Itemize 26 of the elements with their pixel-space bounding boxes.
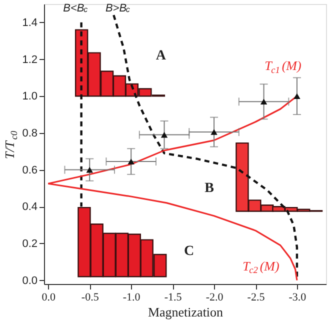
point [210,129,218,135]
y-tick-label: 0.0 [22,274,38,287]
point [128,158,134,164]
x-tick-label: -2.5 [247,292,266,304]
x-tick-label: -0.5 [81,292,100,304]
annotation: C [184,244,194,259]
point [86,166,93,173]
annotation: A [156,48,167,64]
point [160,132,168,138]
y-tick-label: 0.2 [22,238,38,250]
point [260,98,268,105]
y-tick-label: 1.4 [22,16,38,29]
point [294,93,300,100]
y-tick-label: 0.4 [22,201,38,214]
x-axis-title: Magnetization [148,304,224,320]
y-tick-label: 1.0 [22,90,38,103]
x-tick-label: -1.5 [164,292,182,304]
y-tick-label: 0.8 [22,127,38,140]
x-tick-label: 0.0 [42,292,56,304]
x-tick-label: -3.0 [288,292,307,304]
y-axis-title: T/Tc0 [2,130,20,160]
y-tick-label: 0.6 [22,164,38,176]
x-tick-label: -2.0 [206,292,224,304]
annotation: B [204,181,214,196]
x-tick-label: -1.0 [122,292,141,304]
y-tick-label: 1.2 [22,54,38,66]
